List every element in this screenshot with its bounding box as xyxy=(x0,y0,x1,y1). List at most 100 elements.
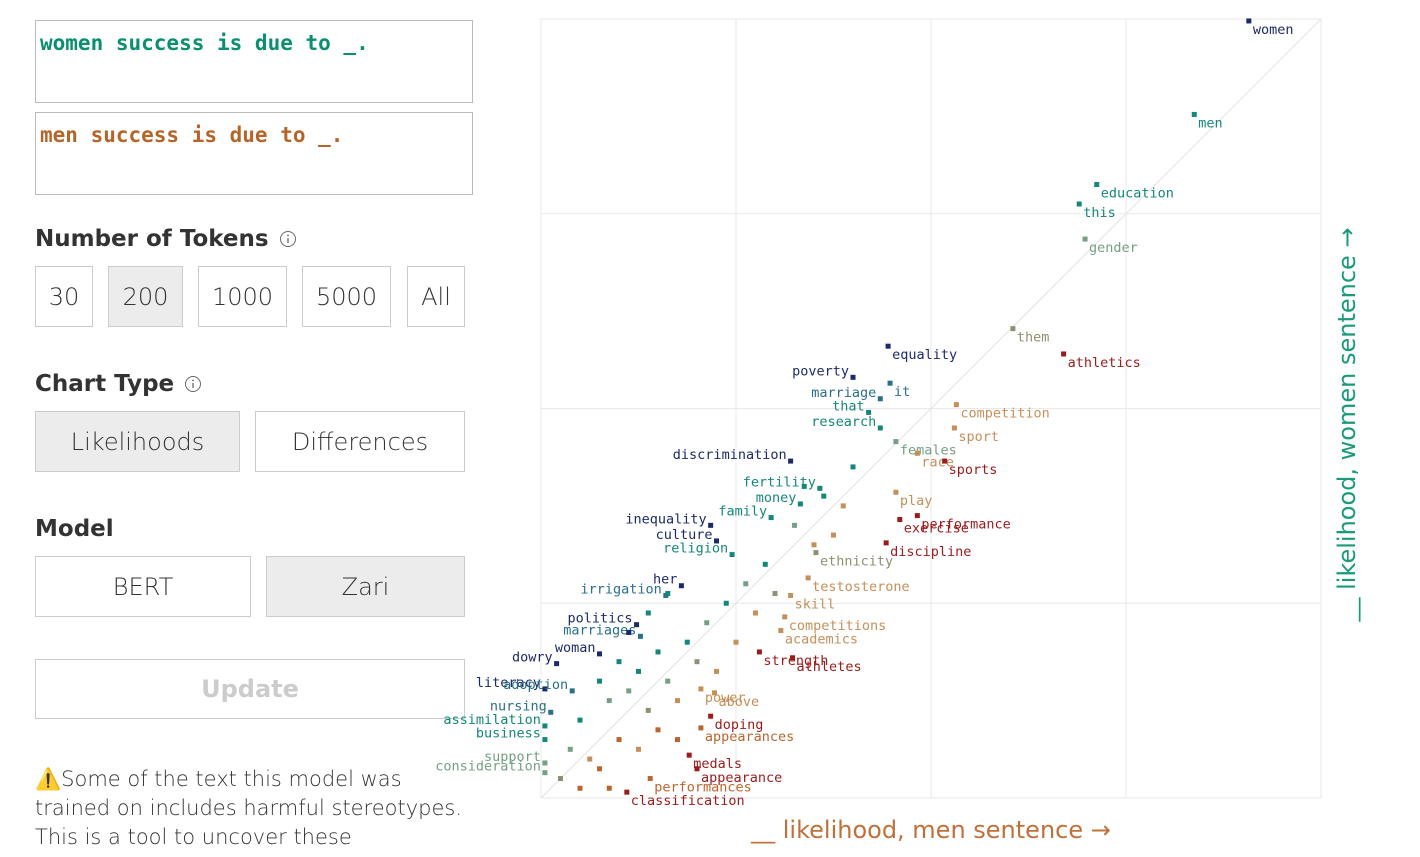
update-button[interactable]: Update xyxy=(35,659,465,719)
point-label: discipline xyxy=(890,544,971,560)
point-label: strength xyxy=(763,653,828,669)
point-label: sport xyxy=(958,429,999,445)
point-label: culture xyxy=(656,527,713,543)
women-sentence-input[interactable]: women success is due to _. xyxy=(35,20,473,103)
point-label: politics xyxy=(568,611,633,627)
point xyxy=(637,633,643,639)
point xyxy=(714,668,719,674)
point xyxy=(792,522,797,528)
token-button[interactable]: All xyxy=(407,266,465,327)
point xyxy=(636,668,641,674)
point-label: marriages xyxy=(563,622,636,638)
model-button[interactable]: BERT xyxy=(35,556,251,617)
point xyxy=(866,409,872,415)
point xyxy=(733,639,739,645)
point-label: money xyxy=(756,490,797,506)
point-label: support xyxy=(484,749,541,765)
point xyxy=(542,760,548,766)
point xyxy=(772,591,778,597)
point xyxy=(712,690,718,696)
point-label: race xyxy=(921,454,954,470)
point-label: testosterone xyxy=(812,579,910,595)
token-button[interactable]: 1000 xyxy=(198,266,287,327)
point xyxy=(753,610,758,616)
chart-type-button[interactable]: Differences xyxy=(255,411,465,472)
info-icon[interactable] xyxy=(184,375,202,393)
point xyxy=(708,713,714,719)
diagonal xyxy=(540,18,1322,799)
point-label: men xyxy=(1198,115,1222,131)
point xyxy=(801,483,807,489)
point-label: discrimination xyxy=(673,447,787,463)
point-label: competition xyxy=(960,406,1049,422)
tokens-heading: Number of Tokens xyxy=(35,226,297,252)
point xyxy=(743,581,749,587)
point xyxy=(1082,236,1088,242)
token-button[interactable]: 5000 xyxy=(302,266,391,327)
point xyxy=(665,591,671,597)
point-label: adoption xyxy=(503,677,568,693)
point-label: this xyxy=(1083,205,1116,221)
point xyxy=(698,725,704,731)
point-label: it xyxy=(894,384,910,400)
point xyxy=(698,686,704,692)
point-label: doping xyxy=(715,717,764,733)
point xyxy=(951,425,957,431)
point xyxy=(885,343,891,349)
point xyxy=(708,522,714,528)
point xyxy=(831,532,836,538)
point xyxy=(665,678,671,684)
point xyxy=(797,501,803,507)
point xyxy=(624,789,630,795)
model-title: Model xyxy=(35,516,114,542)
point xyxy=(626,688,632,694)
point-label: above xyxy=(719,694,760,710)
point xyxy=(655,727,661,733)
point xyxy=(817,485,823,491)
point xyxy=(684,639,690,645)
point xyxy=(616,659,622,665)
point-label: gender xyxy=(1089,240,1138,256)
point xyxy=(729,552,735,558)
point xyxy=(587,756,593,762)
point-label: woman xyxy=(555,640,596,656)
point xyxy=(821,493,827,499)
info-icon[interactable] xyxy=(279,230,297,248)
chart-type-button[interactable]: Likelihoods xyxy=(35,411,240,472)
point-label: research xyxy=(811,414,876,430)
point xyxy=(616,737,622,743)
point-label: her xyxy=(653,572,677,588)
point xyxy=(645,610,651,616)
point xyxy=(897,517,903,523)
point xyxy=(850,374,856,380)
point xyxy=(893,439,899,445)
point xyxy=(577,717,583,723)
point-label: competitions xyxy=(789,618,887,634)
point-label: medals xyxy=(693,756,742,772)
point-label: sports xyxy=(949,462,998,478)
point xyxy=(714,538,719,544)
point-label: ethnicity xyxy=(820,554,893,570)
point-label: religion xyxy=(663,541,728,557)
point xyxy=(626,629,632,635)
point xyxy=(762,561,768,567)
point xyxy=(655,649,661,655)
men-sentence-input[interactable]: men success is due to _. xyxy=(35,112,473,195)
point-label: marriage xyxy=(811,385,876,401)
token-button[interactable]: 200 xyxy=(108,266,183,327)
model-button[interactable]: Zari xyxy=(266,556,465,617)
point-label: women xyxy=(1253,22,1294,38)
point xyxy=(850,464,856,470)
model-heading: Model xyxy=(35,516,114,542)
point xyxy=(686,752,692,758)
token-button[interactable]: 30 xyxy=(35,266,93,327)
point-label: fertility xyxy=(743,474,816,490)
point xyxy=(597,651,602,657)
point-label: poverty xyxy=(792,363,849,379)
point-label: exercise xyxy=(904,521,969,537)
point xyxy=(887,380,893,386)
point xyxy=(678,583,684,589)
point xyxy=(914,513,920,519)
point-label: athletics xyxy=(1068,355,1141,371)
